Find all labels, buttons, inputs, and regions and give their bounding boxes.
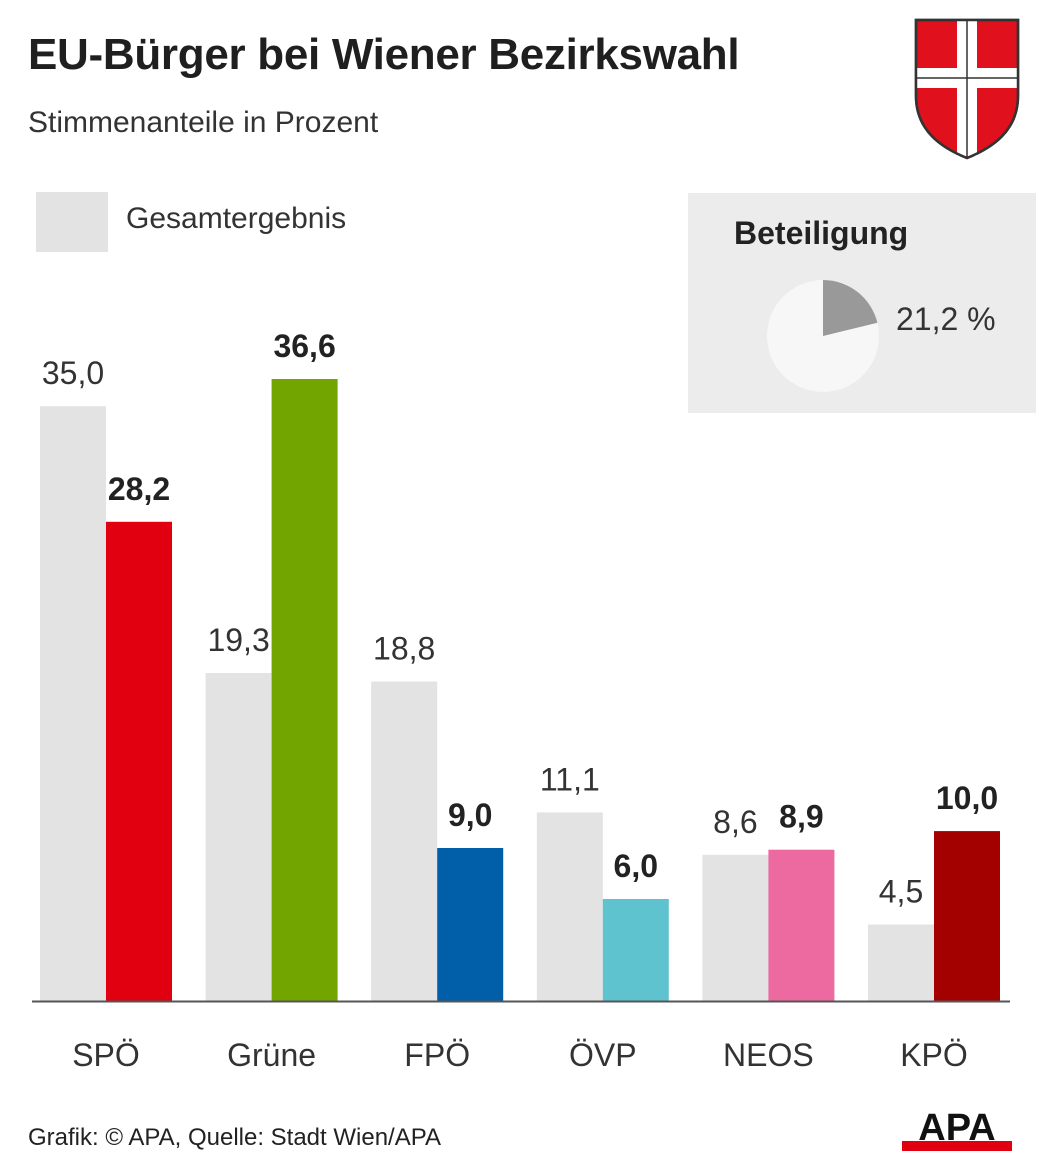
category-label-1: Grüne xyxy=(227,1037,316,1073)
value-label-overall-0: 35,0 xyxy=(42,355,104,391)
bar-eu-5 xyxy=(934,831,1000,1001)
category-label-3: ÖVP xyxy=(569,1037,637,1073)
source-note: Grafik: © APA, Quelle: Stadt Wien/APA xyxy=(28,1124,441,1151)
bar-overall-4 xyxy=(702,854,769,1001)
turnout-title: Beteiligung xyxy=(734,215,909,251)
apa-logo: APA xyxy=(902,1107,1012,1151)
chart-subtitle: Stimmenanteile in Prozent xyxy=(28,106,379,139)
value-label-eu-4: 8,9 xyxy=(779,799,823,835)
chart-title: EU-Bürger bei Wiener Bezirkswahl xyxy=(28,30,740,79)
value-label-overall-3: 11,1 xyxy=(540,761,600,797)
bar-eu-3 xyxy=(602,899,669,1001)
legend-swatch-overall xyxy=(36,192,108,252)
category-label-5: KPÖ xyxy=(900,1037,968,1073)
value-label-overall-4: 8,6 xyxy=(713,804,757,840)
vienna-crest-icon xyxy=(914,18,1020,160)
turnout-panel: Beteiligung 21,2 % xyxy=(688,193,1036,413)
bar-eu-2 xyxy=(437,848,504,1001)
bar-overall-2 xyxy=(371,681,438,1001)
bar-overall-5 xyxy=(868,924,934,1001)
value-label-eu-1: 36,6 xyxy=(273,328,335,364)
turnout-pie-slice xyxy=(823,280,878,336)
value-label-eu-3: 6,0 xyxy=(614,848,658,884)
bar-eu-1 xyxy=(271,379,338,1001)
bar-eu-4 xyxy=(768,849,835,1001)
category-label-4: NEOS xyxy=(723,1037,814,1073)
value-label-eu-2: 9,0 xyxy=(448,797,492,833)
value-label-eu-5: 10,0 xyxy=(936,780,998,816)
bar-overall-0 xyxy=(40,406,106,1001)
category-label-0: SPÖ xyxy=(72,1037,140,1073)
value-label-overall-2: 18,8 xyxy=(373,631,435,667)
value-label-eu-0: 28,2 xyxy=(108,471,170,507)
category-label-2: FPÖ xyxy=(404,1037,470,1073)
turnout-pie xyxy=(767,280,879,392)
turnout-value: 21,2 % xyxy=(896,301,996,337)
bar-overall-1 xyxy=(205,673,272,1001)
value-label-overall-5: 4,5 xyxy=(879,874,923,910)
bar-overall-3 xyxy=(536,812,603,1001)
bar-eu-0 xyxy=(106,521,172,1001)
legend-label-overall: Gesamtergebnis xyxy=(126,202,347,235)
value-label-overall-1: 19,3 xyxy=(207,622,269,658)
apa-logo-text: APA xyxy=(918,1107,995,1149)
